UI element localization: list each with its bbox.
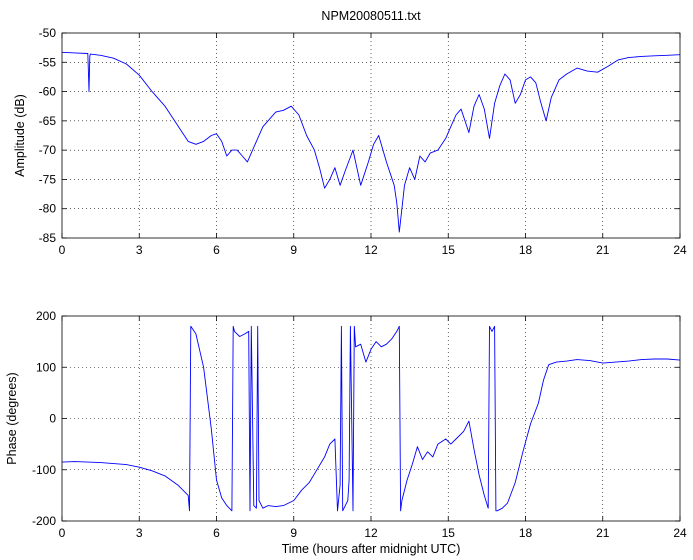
- x-tick-label: 24: [673, 243, 687, 257]
- x-tick-label: 15: [442, 243, 456, 257]
- x-tick-label: 24: [673, 526, 687, 540]
- phase-ticks: 0 3 6 9 12 15 18 21 24 -200 -100 0 100 200: [32, 309, 687, 540]
- y-tick-label: -80: [39, 202, 57, 216]
- y-tick-label: 200: [36, 309, 56, 323]
- y-tick-label: -60: [39, 85, 57, 99]
- y-tick-label: -85: [39, 231, 57, 245]
- phase-panel: 0 3 6 9 12 15 18 21 24 -200 -100 0 100 200 Phase (deg…: [5, 309, 687, 556]
- amplitude-plot-frame: [61, 32, 681, 239]
- y-tick-label: 100: [36, 360, 56, 374]
- x-tick-label: 18: [519, 243, 533, 257]
- y-tick-label: 0: [49, 412, 56, 426]
- x-tick-label: 12: [364, 243, 378, 257]
- x-tick-label: 18: [519, 526, 533, 540]
- x-tick-label: 3: [136, 243, 143, 257]
- x-tick-label: 3: [136, 526, 143, 540]
- x-tick-label: 21: [596, 526, 610, 540]
- y-tick-label: -65: [39, 114, 57, 128]
- phase-grid: [62, 316, 680, 521]
- x-tick-label: 6: [213, 526, 220, 540]
- amplitude-series-line: [61, 51, 681, 233]
- phase-y-axis-label: Phase (degrees): [5, 372, 19, 464]
- chart-title: NPM20080511.txt: [321, 9, 421, 23]
- amplitude-ticks: 0 3 6 9 12 15 18 21 24 -85 -80 -75 -70 -65 -60 -55 -50: [39, 26, 687, 257]
- x-tick-label: 0: [59, 243, 66, 257]
- x-tick-label: 9: [290, 243, 297, 257]
- y-tick-label: -200: [32, 514, 56, 528]
- amplitude-grid: [62, 33, 680, 238]
- phase-plot-frame: [61, 315, 681, 522]
- x-tick-label: 6: [213, 243, 220, 257]
- y-tick-label: -50: [39, 26, 57, 40]
- amplitude-panel: NPM20080511.txt 0 3 6 9 12 15 18 21 24 -85 -80 -75 -…: [13, 9, 687, 257]
- amplitude-y-axis-label: Amplitude (dB): [13, 94, 27, 177]
- y-tick-label: -70: [39, 143, 57, 157]
- y-tick-label: -75: [39, 172, 57, 186]
- x-tick-label: 21: [596, 243, 610, 257]
- phase-series-line: [61, 325, 681, 512]
- y-tick-label: -100: [32, 463, 56, 477]
- y-tick-label: -55: [39, 55, 57, 69]
- x-tick-label: 0: [59, 526, 66, 540]
- x-tick-label: 9: [290, 526, 297, 540]
- x-axis-label: Time (hours after midnight UTC): [282, 542, 461, 556]
- x-tick-label: 15: [442, 526, 456, 540]
- x-tick-label: 12: [364, 526, 378, 540]
